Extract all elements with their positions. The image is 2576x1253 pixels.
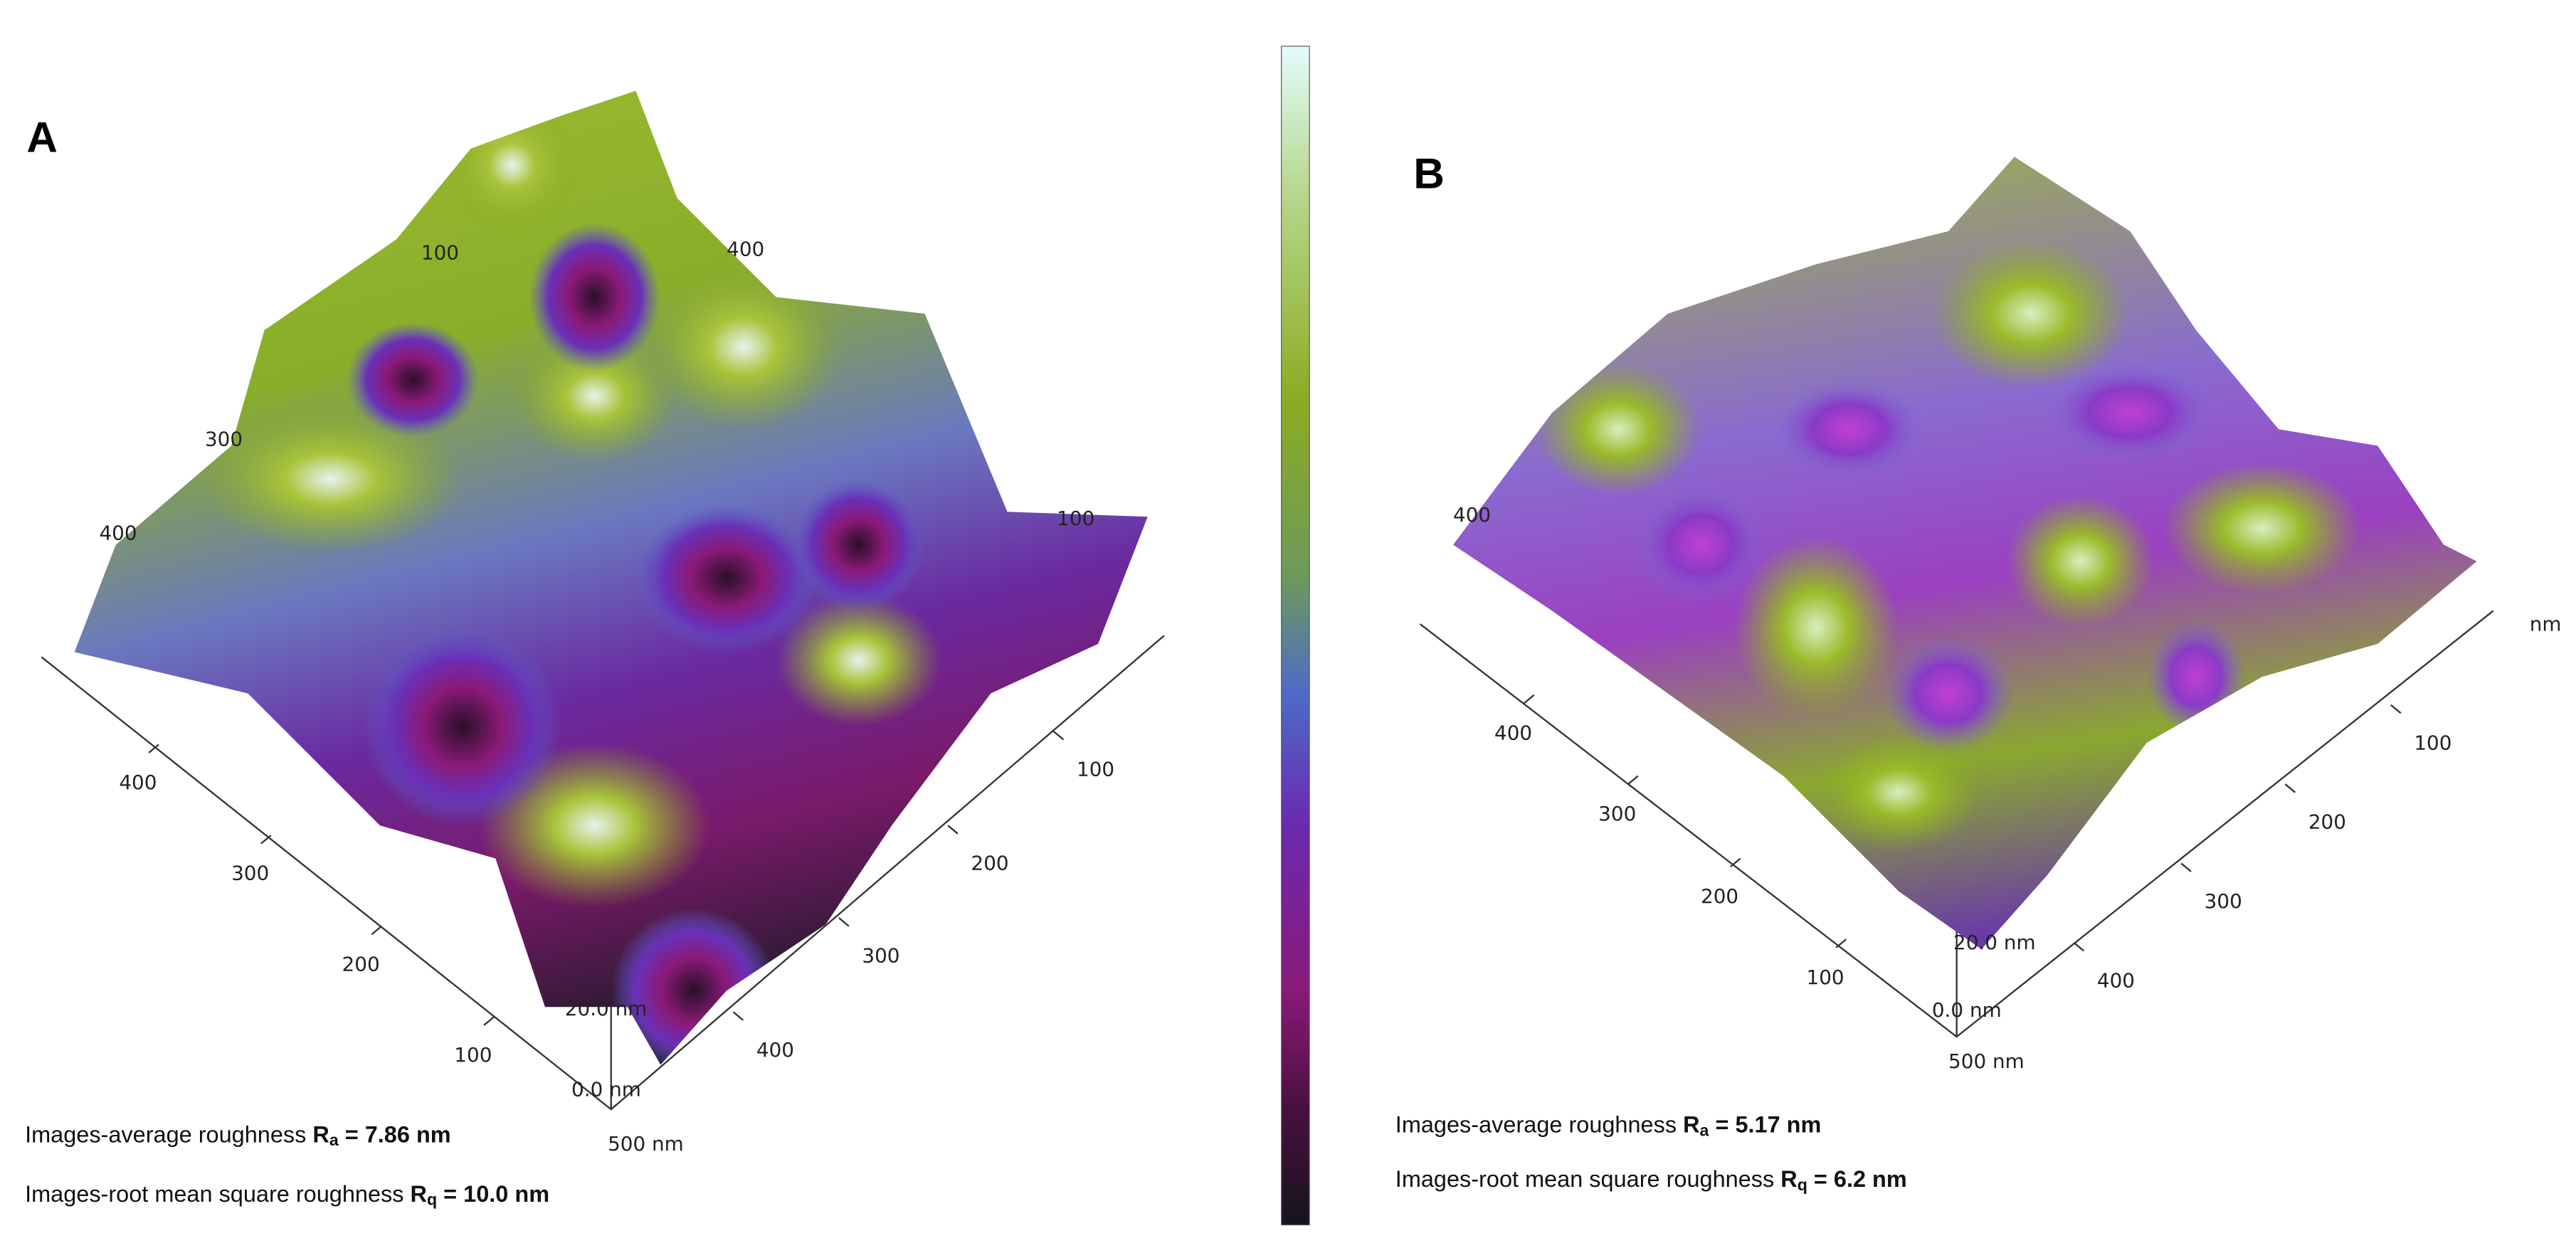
roughness-prefix: Images-average roughness (1395, 1112, 1683, 1138)
tick-mark (838, 917, 850, 927)
tick-label: 400 (727, 238, 764, 261)
roughness-value: = 6.2 nm (1807, 1166, 1907, 1192)
z-label: 0.0 nm (571, 1078, 641, 1101)
tick-mark (732, 1011, 744, 1021)
tick-mark (483, 1016, 495, 1026)
tick-label: 200 (1701, 884, 1738, 908)
tick-label: 100 (1807, 966, 1844, 989)
tick-label: 100 (1057, 507, 1094, 530)
roughness-text: Images-root mean square roughness Rq = 1… (25, 1181, 549, 1209)
tick-label: 200 (971, 852, 1009, 875)
tick-mark (2073, 941, 2085, 952)
z-label: 20.0 nm (1953, 931, 2036, 954)
tick-mark (260, 835, 272, 845)
roughness-symbol: R (1683, 1112, 1699, 1138)
roughness-symbol: R (312, 1122, 329, 1148)
tick-label: 300 (231, 862, 269, 885)
surface-a (74, 90, 1148, 1065)
tick-mark (2180, 862, 2192, 872)
tick-label: 400 (2097, 968, 2135, 992)
roughness-text: Images-average roughness Ra = 7.86 nm (25, 1122, 451, 1150)
roughness-subscript: q (1798, 1175, 1807, 1194)
tick-mark (947, 825, 959, 835)
roughness-prefix: Images-root mean square roughness (25, 1181, 410, 1207)
tick-mark (1835, 939, 1847, 948)
roughness-prefix: Images-average roughness (25, 1122, 312, 1148)
corner-label: 500 nm (608, 1132, 684, 1156)
panel-label: B (1413, 149, 1445, 197)
tick-mark (1730, 857, 1741, 867)
tick-label: 300 (205, 427, 243, 450)
tick-mark (148, 744, 159, 754)
tick-label: 400 (1494, 721, 1532, 744)
tick-mark (2284, 783, 2296, 793)
tick-label: 400 (756, 1038, 794, 1062)
tick-label: 100 (454, 1043, 492, 1067)
tick-label: 300 (862, 944, 899, 968)
tick-mark (1627, 775, 1639, 785)
tick-mark (2390, 704, 2402, 714)
colorbar (1281, 46, 1310, 1226)
tick-label: 400 (1453, 503, 1491, 527)
tick-mark (1052, 730, 1065, 741)
tick-label: 300 (2205, 889, 2242, 913)
tick-label: 400 (99, 522, 137, 545)
roughness-subscript: a (329, 1131, 339, 1149)
tick-mark (1524, 694, 1535, 704)
surface-b (1453, 157, 2477, 950)
roughness-subscript: a (1700, 1121, 1710, 1139)
roughness-value: = 5.17 nm (1709, 1112, 1821, 1138)
roughness-prefix: Images-root mean square roughness (1395, 1166, 1780, 1192)
tick-label: 200 (2308, 810, 2346, 834)
tick-label: 100 (2414, 731, 2451, 754)
roughness-value: = 7.86 nm (339, 1122, 451, 1148)
roughness-text: Images-average roughness Ra = 5.17 nm (1395, 1112, 1822, 1140)
roughness-symbol: R (1780, 1166, 1797, 1192)
tick-label: 200 (342, 952, 380, 976)
corner-label: 500 nm (1948, 1050, 2025, 1073)
roughness-symbol: R (411, 1181, 427, 1207)
roughness-value: = 10.0 nm (437, 1181, 549, 1207)
z-label: 20.0 nm (565, 997, 648, 1020)
panel-label: A (26, 112, 58, 161)
tick-label: 300 (1598, 802, 1636, 825)
tick-mark (371, 925, 382, 936)
unit-label: nm (2530, 612, 2562, 635)
tick-label: 100 (421, 240, 459, 264)
roughness-subscript: q (427, 1190, 437, 1209)
tick-label: 400 (119, 771, 157, 794)
z-label: 0.0 nm (1932, 998, 2002, 1022)
tick-label: 100 (1077, 757, 1114, 781)
roughness-text: Images-root mean square roughness Rq = 6… (1395, 1166, 1907, 1194)
labels: A 400 300 200 100 100 200 300 400 100 400 300 400 100… (25, 112, 2561, 1208)
